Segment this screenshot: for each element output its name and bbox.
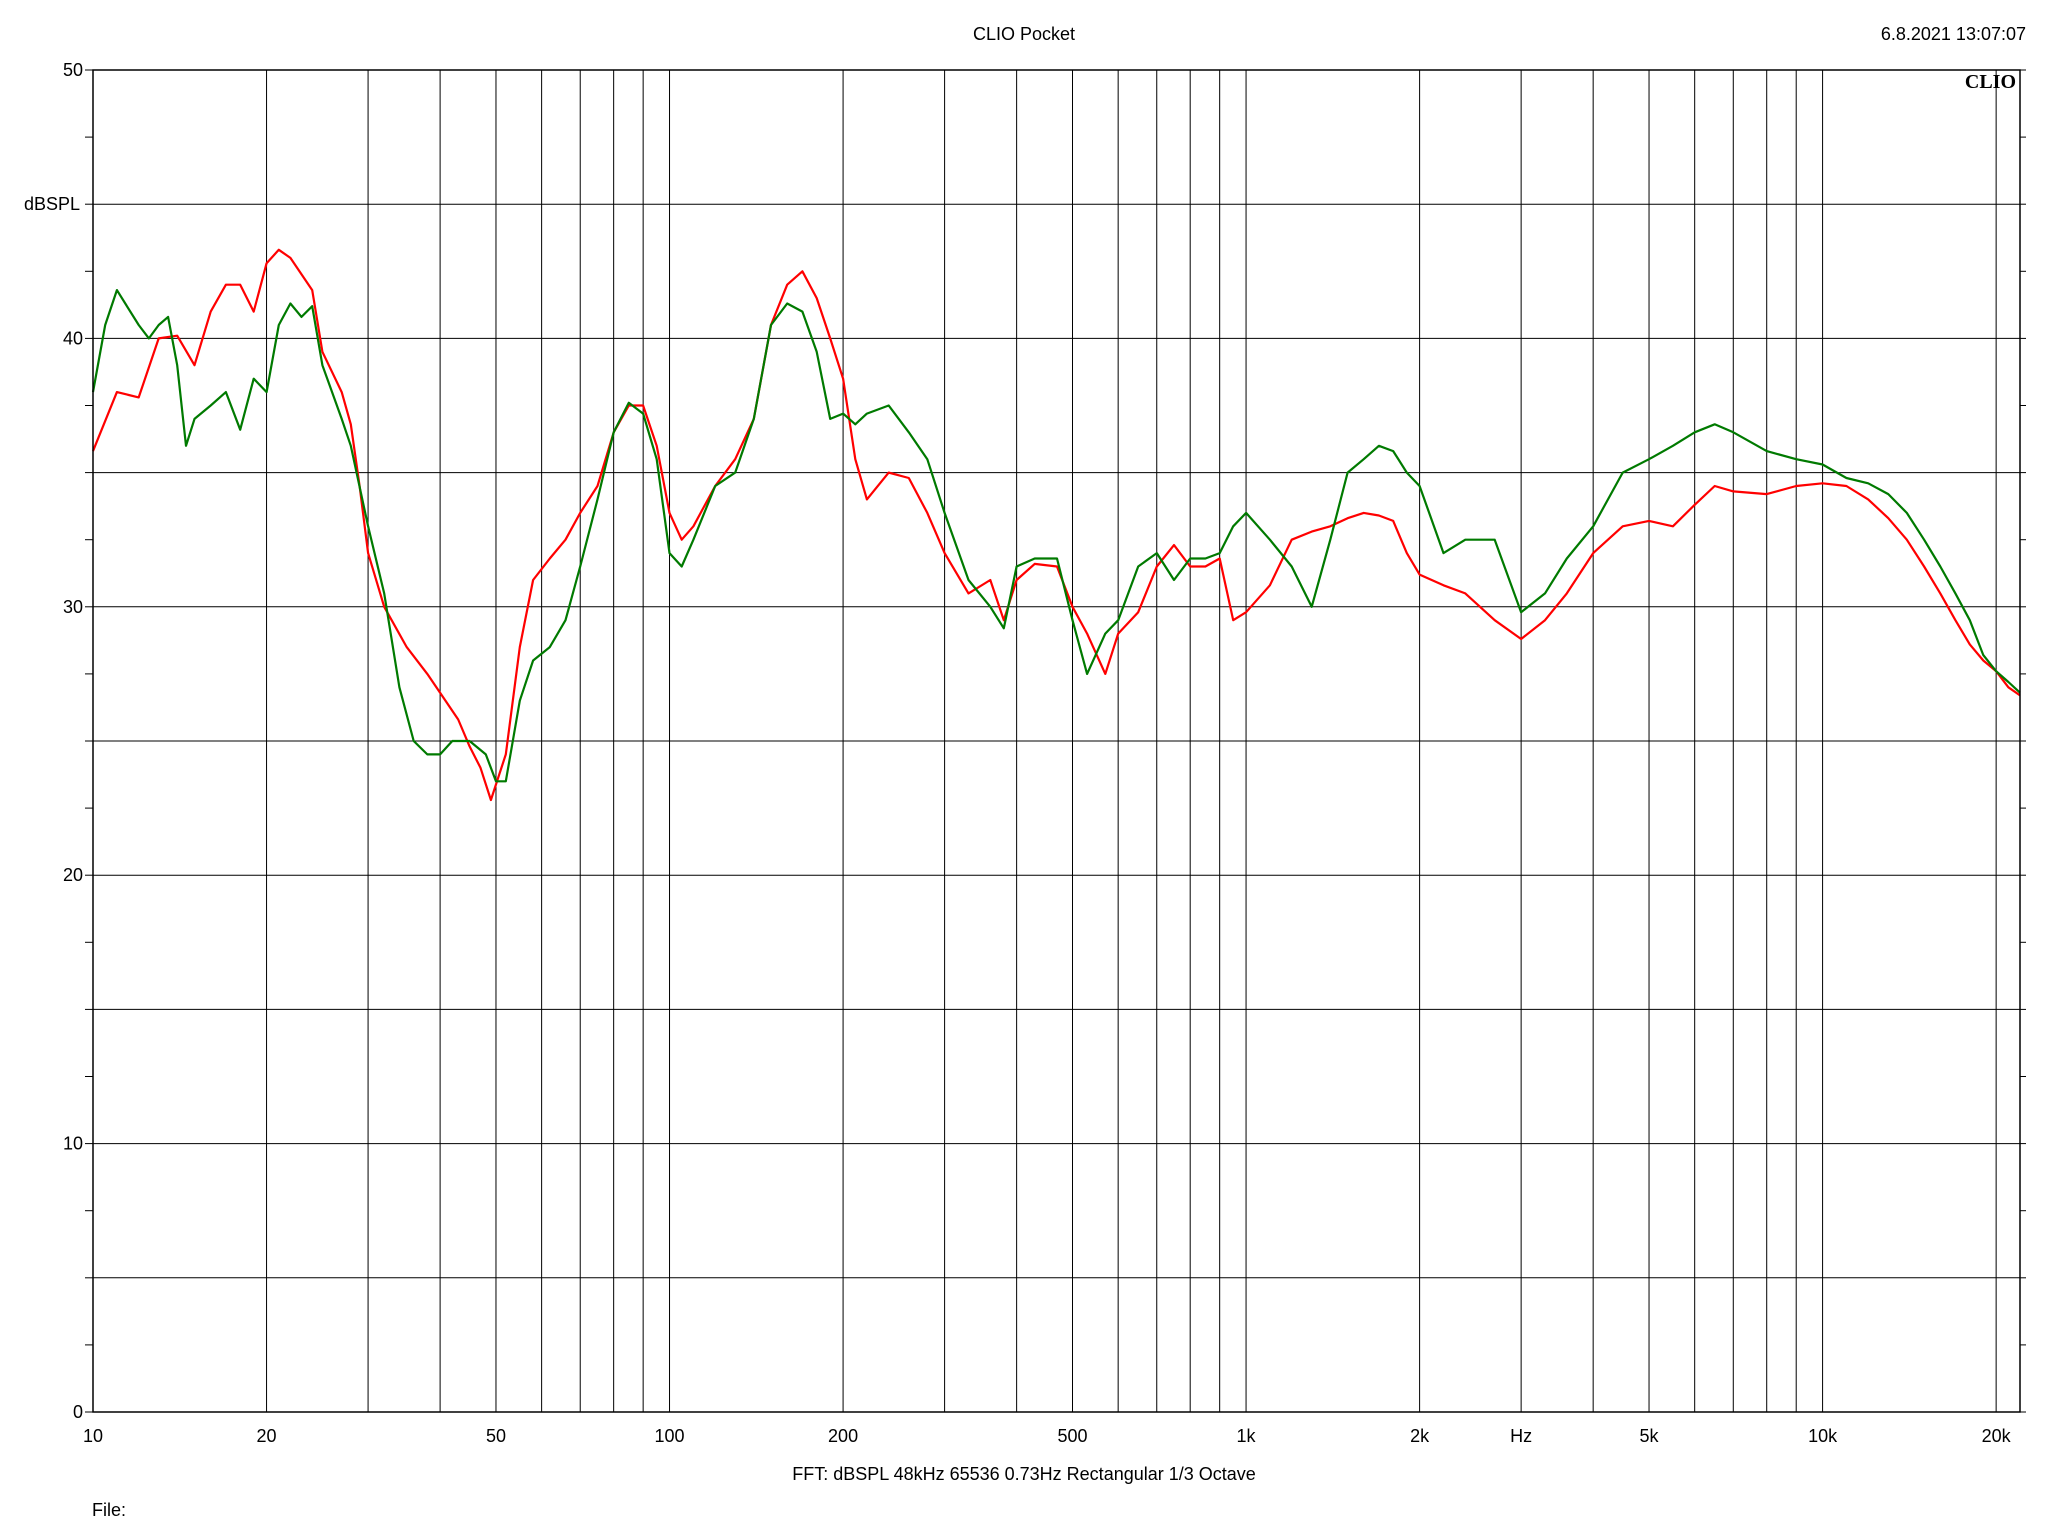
x-tick-label: 100 bbox=[655, 1426, 685, 1446]
series-line-1 bbox=[91, 248, 2021, 802]
x-tick-label: 50 bbox=[486, 1426, 506, 1446]
chart-title: CLIO Pocket bbox=[972, 24, 1076, 44]
y-tick-label: 30 bbox=[63, 597, 83, 617]
clio-logo: CLIO bbox=[1965, 71, 2016, 93]
x-axis-label: Hz bbox=[1510, 1426, 1532, 1446]
x-tick-label: 20k bbox=[1982, 1426, 2012, 1446]
series-layer bbox=[91, 248, 2021, 802]
y-tick-label: 40 bbox=[63, 328, 83, 348]
y-tick-label: 10 bbox=[63, 1134, 83, 1154]
x-tick-label: 20 bbox=[257, 1426, 277, 1446]
timestamp: 6.8.2021 13:07:07 bbox=[1880, 24, 2026, 44]
y-tick-label: 20 bbox=[63, 865, 83, 885]
x-tick-label: 1k bbox=[1237, 1426, 1257, 1446]
grid bbox=[85, 69, 2026, 1413]
x-tick-label: 10k bbox=[1808, 1426, 1838, 1446]
x-tick-label: 10 bbox=[83, 1426, 103, 1446]
y-tick-label: 50 bbox=[63, 60, 83, 80]
plot-frame bbox=[92, 69, 2021, 1413]
y-axis-label: dBSPL bbox=[24, 194, 80, 214]
x-tick-label: 200 bbox=[828, 1426, 858, 1446]
x-tick-label: 500 bbox=[1057, 1426, 1087, 1446]
file-label: File: bbox=[92, 1500, 127, 1520]
x-tick-label: 5k bbox=[1640, 1426, 1660, 1446]
x-tick-label: 2k bbox=[1410, 1426, 1430, 1446]
series-line-2 bbox=[91, 289, 2021, 783]
y-tick-label: 0 bbox=[73, 1402, 83, 1422]
measurement-settings: FFT: dBSPL 48kHz 65536 0.73Hz Rectangula… bbox=[792, 1464, 1256, 1484]
